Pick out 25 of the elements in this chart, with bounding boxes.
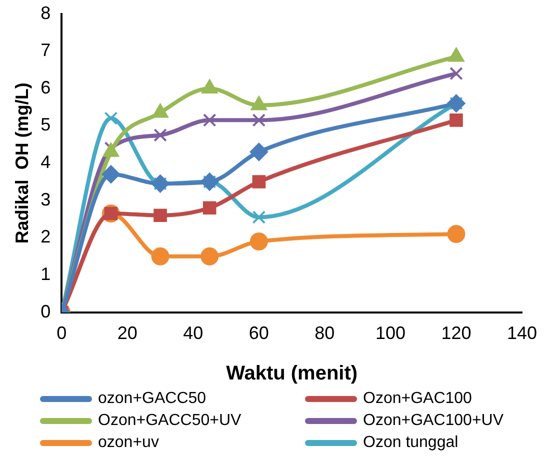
- x-tick-label: 20: [117, 323, 138, 344]
- y-tick-label: 7: [40, 40, 51, 60]
- x-tick-label: 0: [56, 323, 67, 344]
- y-tick-label: 4: [40, 152, 51, 172]
- legend-label: ozon+uv: [98, 434, 159, 452]
- y-tick-label: 1: [40, 264, 51, 284]
- x-tick-label: 100: [375, 323, 406, 344]
- y-tick-label: 2: [40, 226, 51, 247]
- legend-label: Ozon+GACC50+UV: [98, 412, 242, 430]
- legend-label: ozon+GACC50: [98, 390, 206, 408]
- y-tick-label: 5: [40, 114, 51, 135]
- y-tick-label: 3: [40, 189, 51, 210]
- y-tick-label: 6: [40, 77, 51, 98]
- x-tick-label: 40: [183, 323, 204, 344]
- x-tick-label: 120: [441, 323, 472, 344]
- x-axis-title: Waktu (menit): [226, 362, 358, 385]
- y-tick-label: 8: [40, 2, 51, 23]
- x-tick-label: 80: [314, 323, 335, 344]
- y-tick-label: 0: [40, 301, 51, 322]
- legend-label: Ozon+GAC100+UV: [363, 412, 504, 430]
- x-tick-label: 140: [506, 323, 538, 344]
- legend-label: Ozon+GAC100: [363, 390, 472, 408]
- x-tick-label: 60: [248, 323, 269, 344]
- y-axis-title: Radikal OH (mg/L): [12, 82, 32, 244]
- legend-label: Ozon tunggal: [363, 434, 458, 452]
